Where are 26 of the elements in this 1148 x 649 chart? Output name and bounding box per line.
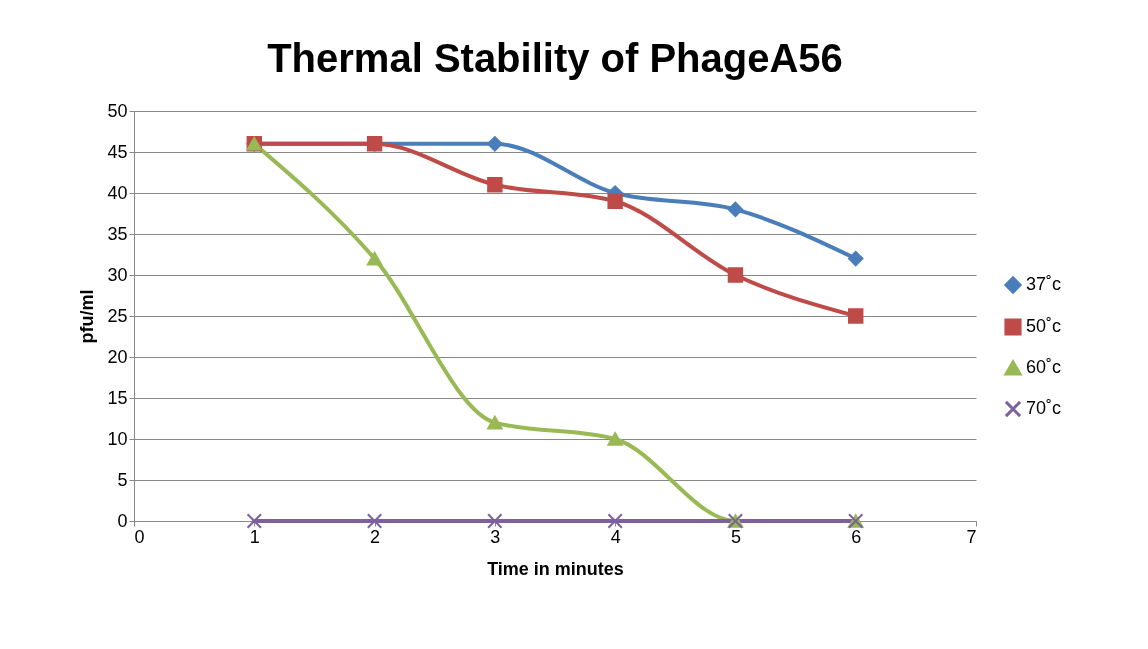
legend-label: 60˚c bbox=[1026, 357, 1062, 377]
x-tick-label: 5 bbox=[730, 526, 741, 547]
y-tick-label: 10 bbox=[107, 428, 128, 449]
x-tick-label: 2 bbox=[370, 526, 381, 547]
legend-label: 70˚c bbox=[1026, 398, 1062, 418]
chart-title: Thermal Stability of PhageA56 bbox=[267, 36, 843, 80]
y-tick-label: 30 bbox=[107, 264, 128, 285]
x-tick-label: 4 bbox=[610, 526, 621, 547]
x-tick-label: 1 bbox=[249, 526, 260, 547]
y-tick-label: 15 bbox=[107, 387, 128, 408]
legend-label: 50˚c bbox=[1026, 316, 1062, 336]
y-tick-label: 5 bbox=[117, 469, 128, 490]
x-tick-label: 7 bbox=[966, 526, 977, 547]
y-tick-label: 45 bbox=[107, 141, 128, 162]
y-tick-label: 0 bbox=[117, 510, 128, 531]
x-tick-label: 3 bbox=[490, 526, 501, 547]
y-tick-label: 25 bbox=[107, 305, 128, 326]
x-tick-label: 0 bbox=[134, 526, 145, 547]
x-tick-label: 6 bbox=[851, 526, 862, 547]
y-tick-label: 40 bbox=[107, 182, 128, 203]
x-axis-title: Time in minutes bbox=[487, 558, 624, 579]
y-axis-title: pfu/ml bbox=[77, 289, 98, 344]
y-tick-label: 35 bbox=[107, 223, 128, 244]
legend-label: 37˚c bbox=[1026, 274, 1062, 294]
y-tick-label: 50 bbox=[107, 100, 128, 121]
y-tick-label: 20 bbox=[107, 346, 128, 367]
